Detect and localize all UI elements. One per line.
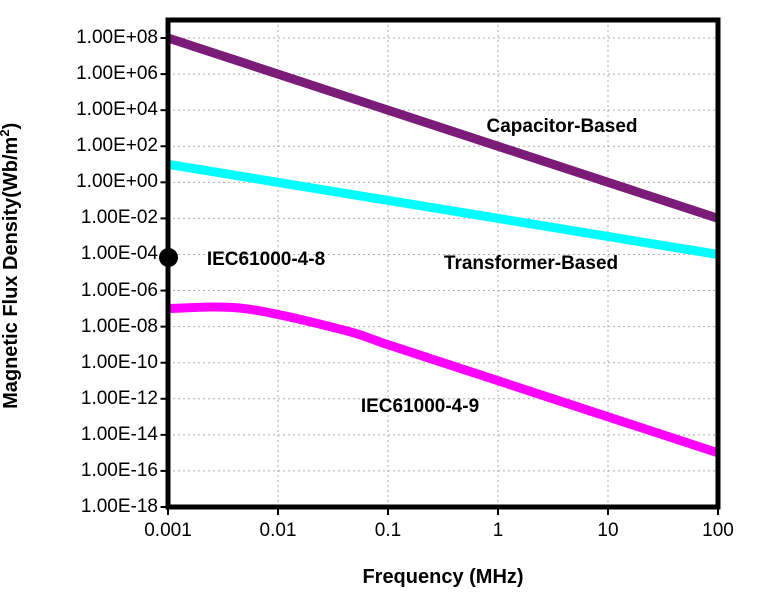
series-line-capacitor-based bbox=[166, 33, 720, 223]
annotation-iec61000-4-9: IEC61000-4-9 bbox=[360, 396, 480, 417]
y-tick-label: 1.00E-06 bbox=[80, 279, 158, 301]
x-tick-label: 1 bbox=[492, 520, 504, 541]
annotation-capacitor-based: Capacitor-Based bbox=[486, 116, 638, 137]
annotation-iec61000-4-8: IEC61000-4-8 bbox=[206, 249, 326, 270]
y-axis-title-text: Magnetic Flux Density(Wb/m bbox=[0, 136, 22, 409]
x-tick-label: 0.01 bbox=[259, 520, 297, 541]
y-tick-label: 1.00E-10 bbox=[80, 351, 158, 373]
y-axis-title: Magnetic Flux Density(Wb/m2) bbox=[0, 11, 23, 521]
x-tick-label: 0.1 bbox=[374, 520, 402, 541]
y-axis-title-superscript: 2 bbox=[0, 129, 12, 136]
y-tick-label: 1.00E+00 bbox=[76, 171, 158, 193]
y-tick-label: 1.00E-14 bbox=[80, 423, 158, 445]
annotation-transformer-based: Transformer-Based bbox=[443, 253, 619, 274]
y-axis-title-close: ) bbox=[0, 122, 22, 130]
series-line-iec61000-4-9 bbox=[167, 302, 720, 458]
marker-point-iec61000-4-8 bbox=[159, 247, 178, 267]
x-tick-label: 0.001 bbox=[144, 520, 192, 541]
y-tick-label: 1.00E-02 bbox=[80, 207, 158, 229]
y-tick-label: 1.00E-04 bbox=[80, 243, 158, 265]
y-tick-label: 1.00E-18 bbox=[80, 496, 158, 517]
y-tick-label: 1.00E+06 bbox=[76, 63, 158, 85]
y-tick-label: 1.00E-12 bbox=[80, 387, 158, 409]
y-tick-label: 1.00E-08 bbox=[80, 315, 158, 337]
y-tick-label: 1.00E+02 bbox=[76, 135, 158, 157]
x-tick-label: 10 bbox=[597, 520, 619, 541]
x-axis-title: Frequency (MHz) bbox=[362, 566, 524, 588]
y-tick-label: 1.00E+04 bbox=[76, 99, 158, 121]
y-tick-label: 1.00E-16 bbox=[80, 459, 158, 481]
series-line-transformer-based bbox=[167, 159, 719, 259]
x-tick-label: 100 bbox=[702, 520, 734, 541]
y-tick-label: 1.00E+08 bbox=[76, 27, 158, 49]
